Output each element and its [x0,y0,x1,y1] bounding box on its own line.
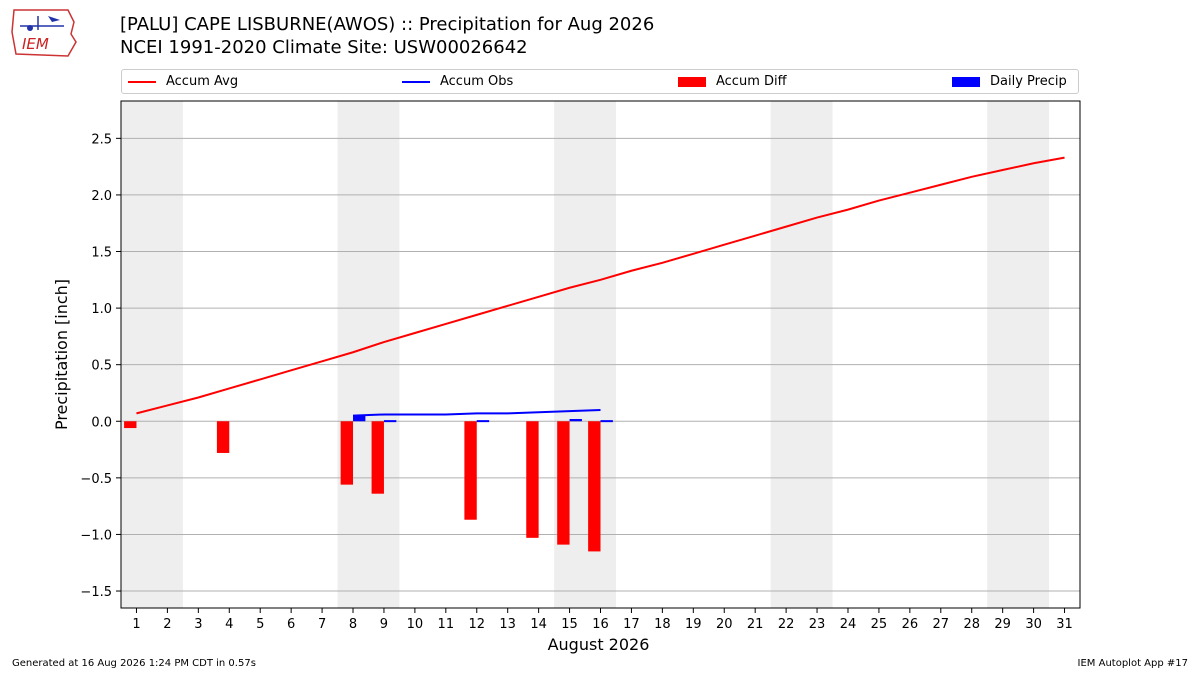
accum-diff-bar [124,421,137,429]
logo-text: IEM [22,35,49,53]
y-tick-label: −0.5 [80,472,112,487]
axes-layer: −1.5−1.0−0.50.00.51.01.52.02.51 2 3 4 5 6 7 8 9 1… [80,132,1072,632]
x-tick-label: 29 [994,617,1011,632]
x-axis-label: August 2026 [548,635,650,654]
x-tick-label: 22 [778,617,795,632]
x-tick-label: 6 [287,617,295,632]
x-tick-label: 15 [561,617,578,632]
legend-swatch-accum-obs [402,80,430,83]
x-tick-label: 30 [1025,617,1042,632]
x-tick-label: 27 [933,617,950,632]
legend-swatch-daily-precip [952,76,980,87]
x-tick-label: 4 [225,617,233,632]
weekend-band [987,101,1050,608]
x-tick-label: 18 [654,617,671,632]
chart-legend: Accum Avg Accum Obs Accum Diff Daily Pre… [121,69,1079,94]
x-tick-label: 14 [530,617,547,632]
legend-label-accum-diff: Accum Diff [716,74,787,89]
x-tick-label: 21 [747,617,764,632]
accum-diff-bar [557,421,570,545]
accum-obs-line [352,408,601,417]
daily-precip-bar [353,415,366,422]
y-tick-label: −1.5 [80,585,112,600]
weekend-band [121,101,183,608]
legend-label-accum-avg: Accum Avg [166,74,239,89]
daily-precip-bar [600,420,613,423]
generated-timestamp: Generated at 16 Aug 2026 1:24 PM CDT in … [12,658,256,669]
legend-label-accum-obs: Accum Obs [440,74,514,89]
daily-precip-bar [383,420,397,423]
y-tick-label: 0.5 [91,359,112,374]
lines-layer [136,156,1065,417]
y-tick-label: 1.5 [91,246,112,261]
x-tick-label: 28 [963,617,980,632]
accum-diff-bar [588,421,601,552]
accum-diff-bar [340,421,354,485]
x-tick-label: 16 [592,617,609,632]
x-tick-label: 13 [499,617,516,632]
daily-precip-bar [569,419,582,422]
x-tick-label: 12 [468,617,485,632]
legend-item-accum-diff: Accum Diff [678,73,787,91]
bars-layer [124,415,613,552]
x-tick-label: 2 [163,617,171,632]
legend-item-daily-precip: Daily Precip [952,73,1067,91]
y-tick-label: 1.0 [91,302,112,317]
x-tick-label: 7 [318,617,326,632]
daily-precip-bar [476,420,490,423]
accum-diff-bar [371,421,384,494]
chart-title-line1: [PALU] CAPE LISBURNE(AWOS) :: Precipitat… [120,14,655,35]
y-tick-label: 2.0 [91,189,112,204]
accum-diff-bar [216,421,230,453]
x-tick-label: 8 [349,617,357,632]
chart-title-line2: NCEI 1991-2020 Climate Site: USW00026642 [120,37,528,58]
x-tick-label: 5 [256,617,264,632]
chart-title: [PALU] CAPE LISBURNE(AWOS) :: Precipitat… [120,13,654,59]
x-tick-label: 11 [438,617,455,632]
y-tick-label: −1.0 [80,528,112,543]
x-tick-label: 19 [685,617,702,632]
accum-avg-line [136,156,1065,415]
weekend-shading-layer [121,101,1050,608]
legend-swatch-accum-avg [128,80,156,83]
accum-diff-bar [526,421,539,538]
x-tick-label: 31 [1056,617,1073,632]
x-tick-label: 3 [194,617,202,632]
x-tick-label: 9 [380,617,388,632]
x-tick-label: 26 [902,617,919,632]
app-credit: IEM Autoplot App #17 [1077,658,1188,669]
x-tick-label: 24 [840,617,857,632]
x-tick-label: 17 [623,617,640,632]
x-tick-label: 23 [809,617,826,632]
x-tick-label: 25 [871,617,888,632]
legend-label-daily-precip: Daily Precip [990,74,1067,89]
legend-swatch-accum-diff [678,76,706,87]
y-tick-label: 0.0 [91,415,112,430]
x-tick-label: 20 [716,617,733,632]
legend-item-accum-avg: Accum Avg [128,73,238,91]
y-tick-label: 2.5 [91,132,112,147]
y-axis-label: Precipitation [inch] [52,279,71,430]
legend-item-accum-obs: Accum Obs [402,73,513,91]
x-tick-label: 1 [132,617,140,632]
iem-logo: IEM [11,9,77,57]
accum-diff-bar [464,421,477,520]
weekend-band [770,101,833,608]
x-tick-label: 10 [407,617,424,632]
